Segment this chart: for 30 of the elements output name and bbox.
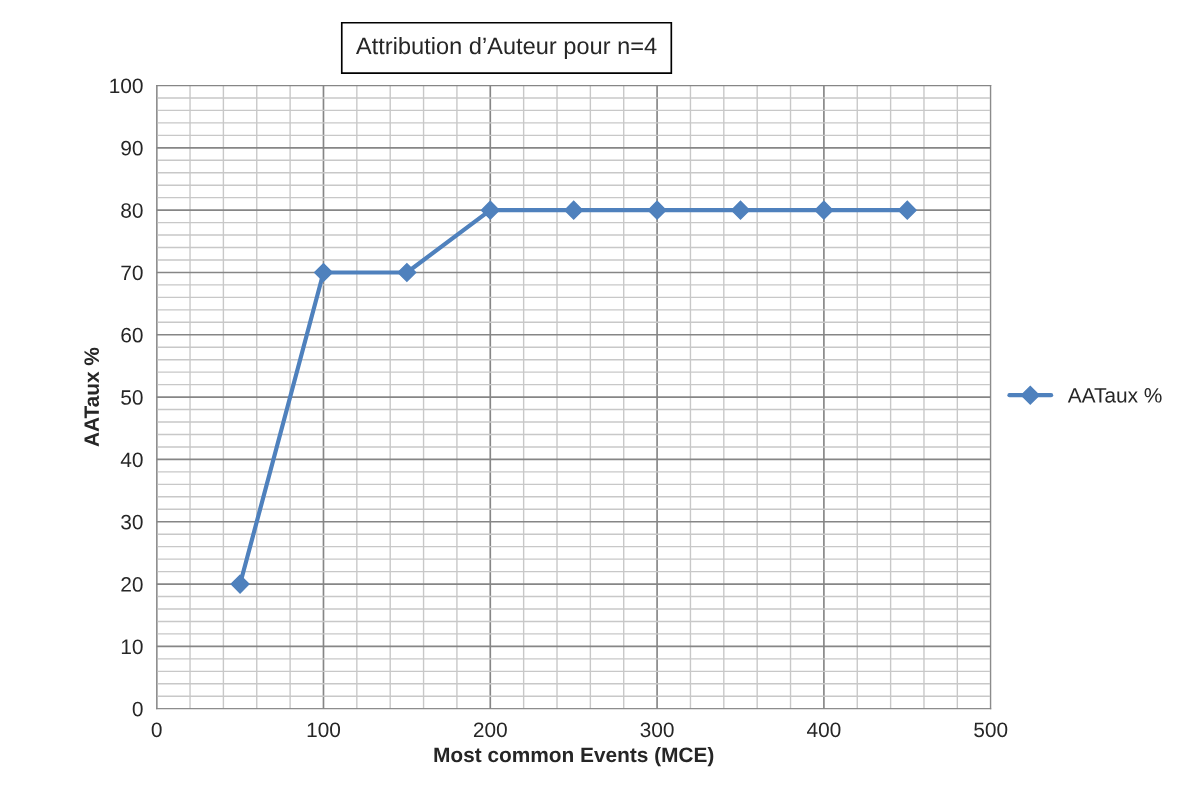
y-tick-label: 60	[121, 327, 143, 343]
y-tick-label: 90	[121, 140, 143, 156]
point	[564, 200, 584, 220]
y-tick-label: 80	[121, 203, 143, 218]
x-tick-label: 500	[974, 722, 1008, 738]
y-tick-label: 40	[120, 452, 143, 468]
y-axis-title: AATaux %	[84, 347, 100, 447]
x-tick-label: 100	[307, 722, 341, 738]
point	[230, 574, 250, 594]
y-tick-label: 0	[132, 701, 143, 717]
point	[730, 200, 751, 220]
point	[647, 200, 667, 220]
x-tick-label: 0	[151, 722, 162, 738]
x-tick-label: 300	[640, 722, 674, 738]
y-tick-label: 30	[121, 514, 143, 530]
point	[814, 200, 834, 220]
x-tick-label: 400	[806, 722, 841, 738]
y-tick-label: 50	[121, 390, 143, 405]
legend-label: AATaux %	[1067, 388, 1162, 403]
point	[397, 262, 417, 282]
chart-title: Attribution d’Auteur pour n=4	[355, 36, 657, 59]
y-tick-label: 100	[110, 78, 143, 94]
y-tick-label: 20	[121, 577, 143, 592]
point	[480, 200, 500, 220]
y-tick-label: 10	[121, 639, 143, 655]
y-tick-label: 70	[121, 265, 143, 281]
x-axis-title: Most common Events (MCE)	[434, 746, 714, 767]
point	[313, 262, 334, 282]
x-tick-label: 200	[473, 722, 507, 738]
point	[897, 200, 917, 220]
